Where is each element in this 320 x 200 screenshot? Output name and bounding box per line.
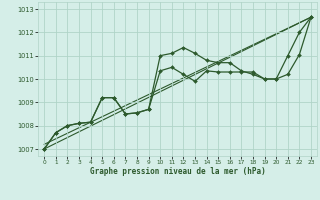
- X-axis label: Graphe pression niveau de la mer (hPa): Graphe pression niveau de la mer (hPa): [90, 167, 266, 176]
